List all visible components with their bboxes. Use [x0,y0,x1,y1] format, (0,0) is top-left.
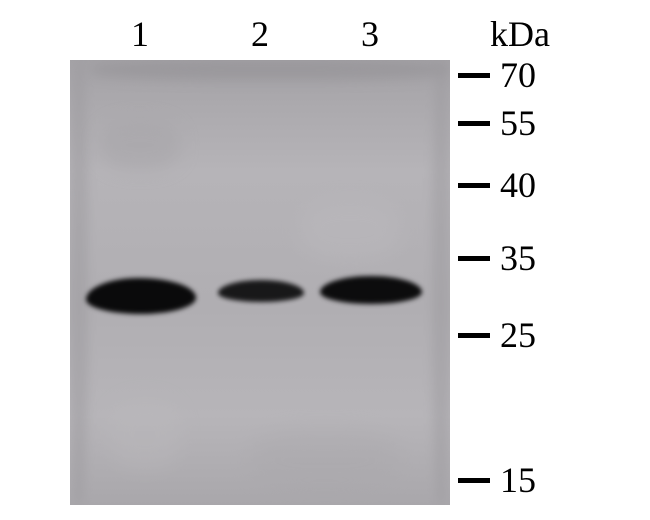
marker-tick-70 [458,73,490,78]
smudge [70,60,88,505]
lane-label-1: 1 [131,13,149,55]
band-lane-2 [218,280,304,302]
marker-tick-35 [458,256,490,261]
smudge [110,400,180,470]
smudge [90,60,450,80]
smudge [250,430,400,490]
unit-label: kDa [490,13,550,55]
smudge [300,200,400,260]
marker-label-55: 55 [500,102,536,144]
marker-tick-15 [458,478,490,483]
lane-label-2: 2 [251,13,269,55]
western-blot-figure: 1 2 3 kDa 70 55 40 35 25 15 [0,0,650,520]
unit-text: kDa [490,14,550,54]
blot-membrane [70,60,450,505]
lane-label-3: 3 [361,13,379,55]
smudge [432,60,450,505]
marker-tick-25 [458,333,490,338]
smudge [100,120,180,170]
marker-label-15: 15 [500,459,536,501]
marker-tick-40 [458,183,490,188]
marker-tick-55 [458,121,490,126]
band-lane-1 [86,278,196,314]
marker-label-35: 35 [500,237,536,279]
marker-label-70: 70 [500,54,536,96]
marker-label-25: 25 [500,314,536,356]
band-lane-3 [320,276,422,304]
marker-label-40: 40 [500,164,536,206]
